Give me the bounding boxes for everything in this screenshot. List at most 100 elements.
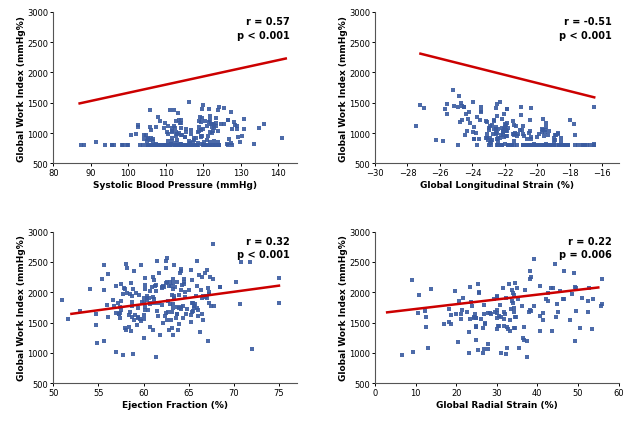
Point bbox=[540, 129, 550, 136]
Point bbox=[187, 142, 197, 149]
Point bbox=[154, 142, 165, 149]
Point bbox=[152, 142, 162, 149]
Point bbox=[526, 105, 536, 112]
Point bbox=[172, 304, 182, 311]
Point bbox=[459, 105, 469, 112]
Point bbox=[497, 126, 507, 132]
Point bbox=[492, 294, 502, 301]
Point bbox=[470, 311, 480, 317]
Point bbox=[509, 138, 519, 145]
Point bbox=[495, 314, 506, 321]
Point bbox=[160, 313, 170, 320]
Point bbox=[544, 128, 554, 135]
Point bbox=[205, 274, 215, 281]
Point bbox=[143, 142, 153, 149]
Point bbox=[205, 291, 215, 298]
Point bbox=[157, 284, 167, 291]
Point bbox=[519, 142, 529, 149]
Point bbox=[133, 122, 143, 129]
Point bbox=[525, 128, 535, 135]
Point bbox=[208, 142, 218, 149]
Point bbox=[489, 296, 499, 302]
Point bbox=[143, 137, 153, 144]
Point bbox=[173, 142, 183, 149]
Point bbox=[468, 137, 479, 144]
Point bbox=[471, 324, 481, 331]
Point bbox=[141, 132, 151, 139]
Point bbox=[233, 134, 243, 141]
Point bbox=[144, 107, 154, 114]
Point bbox=[553, 130, 563, 137]
Point bbox=[168, 276, 178, 283]
Point bbox=[492, 131, 502, 138]
Text: r = 0.32
p < 0.001: r = 0.32 p < 0.001 bbox=[237, 237, 290, 260]
Point bbox=[538, 117, 548, 124]
Point bbox=[178, 142, 188, 149]
Point bbox=[559, 268, 569, 275]
Point bbox=[493, 323, 503, 330]
Point bbox=[558, 296, 568, 302]
Point bbox=[215, 284, 225, 291]
Point bbox=[153, 300, 163, 307]
Point bbox=[522, 136, 533, 143]
Point bbox=[124, 324, 134, 331]
Point bbox=[571, 285, 581, 291]
Point bbox=[189, 137, 199, 144]
Point bbox=[492, 307, 502, 314]
Point bbox=[197, 133, 207, 140]
Point bbox=[180, 311, 190, 318]
Point bbox=[472, 314, 482, 321]
Point bbox=[207, 121, 217, 128]
Point bbox=[490, 105, 501, 112]
Point bbox=[582, 142, 592, 149]
Point bbox=[117, 142, 127, 149]
Point bbox=[176, 266, 186, 273]
Point bbox=[190, 301, 200, 308]
Point bbox=[192, 259, 202, 265]
X-axis label: Global Longitudinal Strain (%): Global Longitudinal Strain (%) bbox=[420, 181, 574, 190]
Point bbox=[545, 142, 555, 149]
Point bbox=[202, 293, 212, 300]
Point bbox=[468, 136, 479, 143]
Point bbox=[481, 118, 491, 125]
Point bbox=[502, 125, 512, 132]
Point bbox=[188, 135, 198, 142]
Point bbox=[135, 142, 145, 149]
Point bbox=[489, 117, 499, 124]
Point bbox=[474, 291, 484, 297]
Point bbox=[397, 352, 407, 359]
Point bbox=[175, 121, 185, 127]
Point bbox=[214, 107, 224, 114]
Point bbox=[91, 139, 101, 146]
Point bbox=[495, 132, 506, 139]
Point bbox=[499, 126, 509, 133]
Point bbox=[570, 132, 580, 139]
Point bbox=[103, 271, 113, 278]
Point bbox=[176, 268, 187, 275]
Point bbox=[148, 294, 158, 300]
Point bbox=[119, 285, 129, 291]
Point bbox=[189, 303, 199, 310]
Point bbox=[148, 136, 158, 143]
Point bbox=[472, 142, 482, 149]
Point bbox=[466, 299, 476, 305]
Point bbox=[551, 142, 561, 149]
Point bbox=[478, 325, 488, 332]
Point bbox=[511, 314, 521, 321]
Point bbox=[139, 335, 149, 342]
Point bbox=[205, 139, 215, 146]
Point bbox=[499, 308, 509, 315]
Point bbox=[153, 142, 163, 149]
Point bbox=[172, 142, 182, 149]
Point bbox=[535, 313, 545, 320]
Point bbox=[114, 314, 124, 321]
Point bbox=[486, 311, 496, 318]
Point bbox=[203, 142, 214, 149]
Point bbox=[508, 118, 518, 125]
Point bbox=[174, 142, 184, 149]
Point bbox=[492, 315, 502, 322]
Point bbox=[407, 277, 417, 284]
Point bbox=[161, 280, 171, 287]
Point bbox=[197, 295, 207, 302]
Point bbox=[99, 287, 109, 294]
